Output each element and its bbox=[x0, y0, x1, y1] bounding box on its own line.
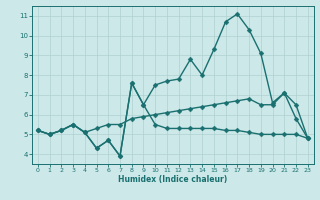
X-axis label: Humidex (Indice chaleur): Humidex (Indice chaleur) bbox=[118, 175, 228, 184]
